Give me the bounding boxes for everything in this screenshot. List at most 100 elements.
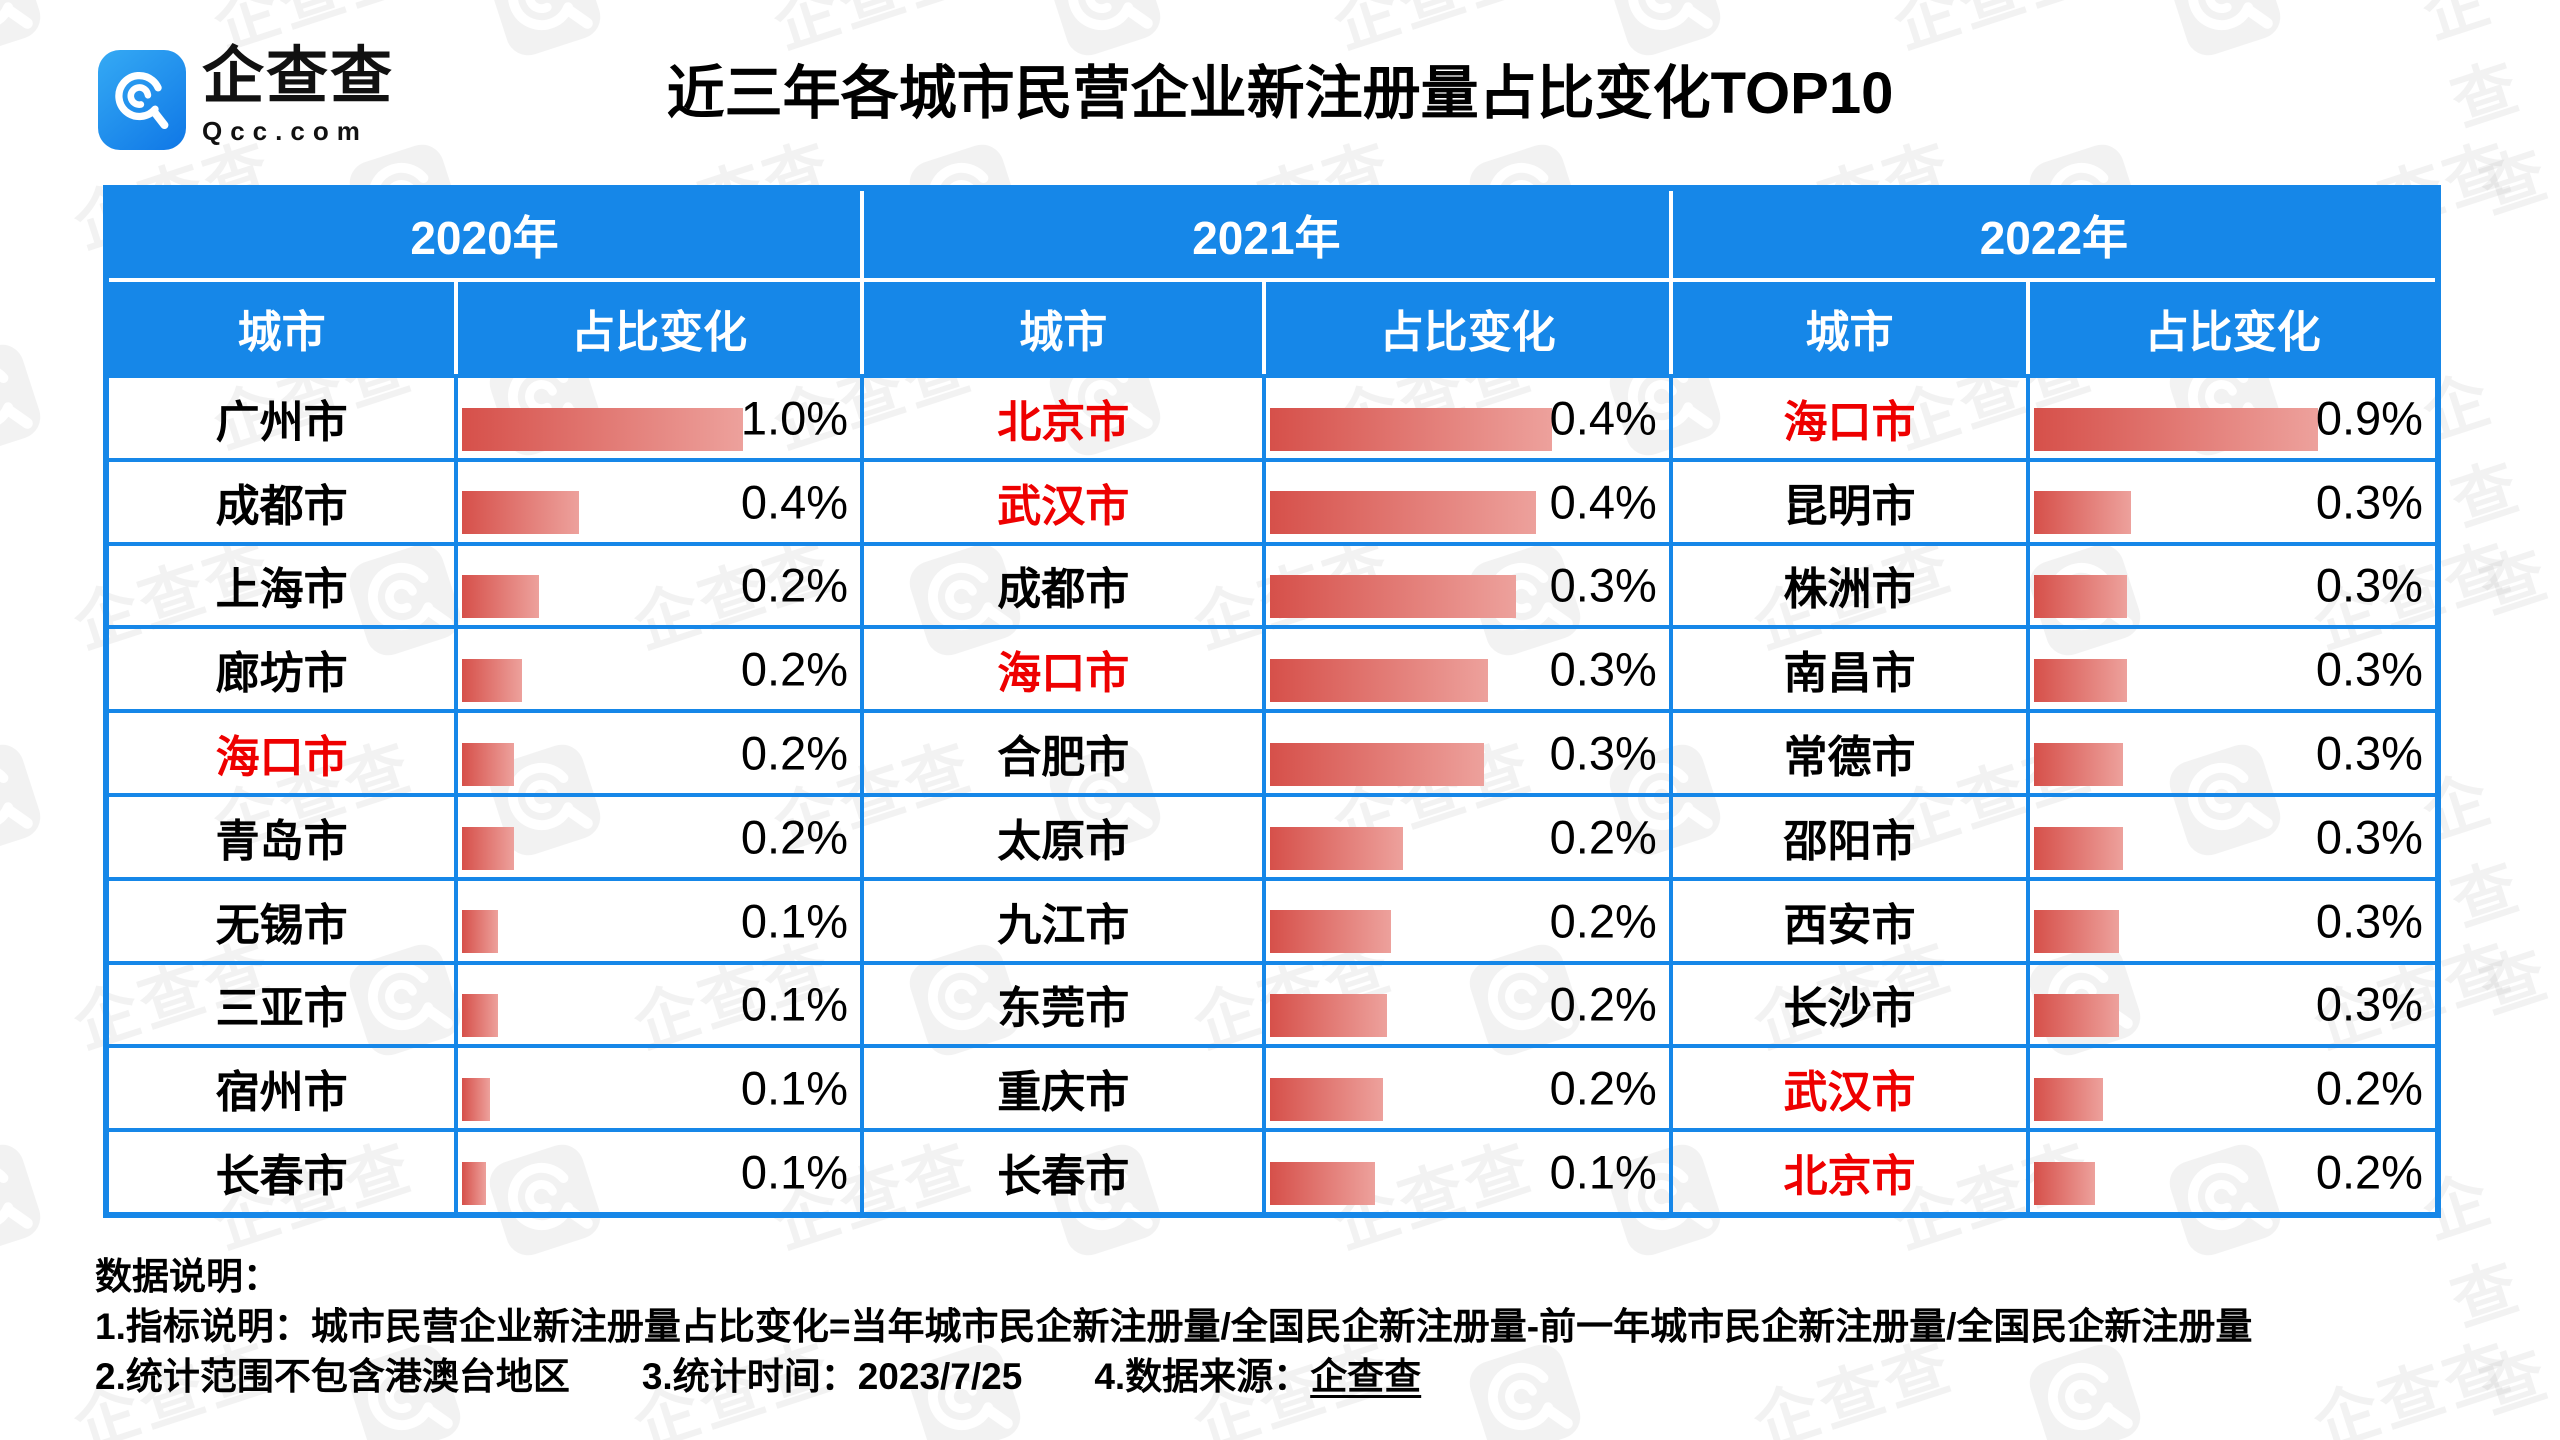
table-row: 合肥市 0.3% <box>864 709 1673 793</box>
change-cell: 0.1% <box>458 1132 860 1212</box>
watermark-icon <box>0 744 41 856</box>
change-cell: 0.2% <box>458 713 860 793</box>
change-cell: 0.2% <box>1266 881 1668 961</box>
year-section-2020: 2020年 城市 占比变化 广州市 1.0% 成都市 0.4% 上海市 0.2%… <box>109 191 865 1212</box>
change-cell: 0.2% <box>1266 797 1668 877</box>
watermark-icon <box>0 1144 41 1256</box>
change-value: 0.1% <box>740 1145 849 1199</box>
city-cell: 株洲市 <box>1673 545 2031 626</box>
page-title: 近三年各城市民营企业新注册量占比变化TOP10 <box>666 61 1894 126</box>
city-cell: 北京市 <box>1673 1132 2031 1212</box>
city-cell: 邵阳市 <box>1673 796 2031 877</box>
change-bar <box>462 658 523 702</box>
table-row: 常德市 0.3% <box>1672 709 2435 793</box>
table-row: 长春市 0.1% <box>109 1128 865 1212</box>
year-header-2021: 2021年 <box>864 191 1673 282</box>
table-row: 南昌市 0.3% <box>1672 625 2435 710</box>
watermark-icon <box>0 344 41 456</box>
city-cell: 太原市 <box>864 796 1267 877</box>
change-bar <box>1270 491 1536 535</box>
table-row: 武汉市 0.4% <box>864 457 1673 542</box>
watermark-icon <box>0 0 41 56</box>
change-value: 0.3% <box>2315 726 2423 780</box>
city-cell: 南昌市 <box>1673 629 2031 710</box>
city-cell: 昆明市 <box>1673 461 2031 542</box>
city-cell: 西安市 <box>1673 880 2031 961</box>
table-row: 成都市 0.3% <box>864 541 1673 626</box>
city-cell: 廊坊市 <box>109 629 459 710</box>
table-row: 廊坊市 0.2% <box>109 625 865 710</box>
change-value: 0.4% <box>1549 475 1657 529</box>
change-bar <box>462 575 539 619</box>
change-cell: 0.3% <box>2030 965 2435 1045</box>
change-value: 0.2% <box>1549 894 1657 948</box>
year-header-2020: 2020年 <box>109 191 865 282</box>
col-header-city: 城市 <box>1673 282 2031 374</box>
change-bar <box>1270 575 1516 619</box>
table-row: 无锡市 0.1% <box>109 876 865 961</box>
rows-container-2020: 广州市 1.0% 成都市 0.4% 上海市 0.2% 廊坊市 0.2% 海口市 … <box>109 374 865 1212</box>
city-cell: 长春市 <box>864 1132 1267 1212</box>
city-cell: 北京市 <box>864 378 1267 458</box>
change-cell: 0.2% <box>2030 1132 2435 1212</box>
table-row: 广州市 1.0% <box>109 374 865 458</box>
table-row: 北京市 0.2% <box>1672 1128 2435 1212</box>
table-row: 成都市 0.4% <box>109 457 865 542</box>
change-bar <box>462 742 515 786</box>
change-value: 0.2% <box>740 726 849 780</box>
change-bar <box>2034 575 2128 619</box>
change-cell: 0.2% <box>458 629 860 709</box>
change-cell: 0.2% <box>1266 1048 1668 1128</box>
note-source-name: 企查查 <box>1310 1356 1422 1397</box>
change-value: 0.2% <box>1549 977 1657 1031</box>
change-value: 0.2% <box>2315 1145 2423 1199</box>
city-cell: 九江市 <box>864 880 1267 961</box>
change-cell: 0.1% <box>458 881 860 961</box>
change-bar <box>2034 407 2318 451</box>
city-cell: 成都市 <box>109 461 459 542</box>
change-cell: 0.2% <box>458 797 860 877</box>
city-cell: 武汉市 <box>1673 1048 2031 1129</box>
change-cell: 0.9% <box>2030 378 2435 458</box>
change-cell: 0.3% <box>2030 546 2435 626</box>
city-cell: 长沙市 <box>1673 964 2031 1045</box>
magnifier-spiral-icon <box>115 71 169 130</box>
table-row: 长沙市 0.3% <box>1672 960 2435 1045</box>
change-value: 0.3% <box>2315 475 2423 529</box>
col-header-city: 城市 <box>864 282 1267 374</box>
col-header-change: 占比变化 <box>571 308 748 357</box>
change-value: 0.9% <box>2315 391 2423 445</box>
change-cell: 0.1% <box>1266 1132 1668 1212</box>
change-bar <box>2034 658 2128 702</box>
top10-table: 2020年 城市 占比变化 广州市 1.0% 成都市 0.4% 上海市 0.2%… <box>103 185 2441 1218</box>
note-meta: 2.统计范围不包含港澳台地区 3.统计时间：2023/7/25 4.数据来源：企查查 <box>95 1352 2475 1402</box>
city-cell: 重庆市 <box>864 1048 1267 1129</box>
city-cell: 广州市 <box>109 378 459 458</box>
table-row: 昆明市 0.3% <box>1672 457 2435 542</box>
city-cell: 青岛市 <box>109 796 459 877</box>
table-row: 青岛市 0.2% <box>109 792 865 877</box>
subheader-row: 城市 占比变化 <box>864 282 1673 374</box>
change-cell: 0.1% <box>458 965 860 1045</box>
change-cell: 0.3% <box>2030 713 2435 793</box>
subheader-row: 城市 占比变化 <box>1672 282 2435 374</box>
change-bar <box>2034 742 2124 786</box>
city-cell: 上海市 <box>109 545 459 626</box>
change-bar <box>2034 910 2120 954</box>
city-cell: 成都市 <box>864 545 1267 626</box>
change-bar <box>462 1161 487 1205</box>
table-row: 重庆市 0.2% <box>864 1044 1673 1129</box>
change-value: 0.3% <box>2315 810 2423 864</box>
notes-heading: 数据说明： <box>95 1256 280 1297</box>
change-value: 0.3% <box>1549 726 1657 780</box>
change-value: 0.1% <box>740 1061 849 1115</box>
city-cell: 常德市 <box>1673 713 2031 793</box>
change-bar <box>462 910 499 954</box>
city-cell: 武汉市 <box>864 461 1267 542</box>
change-value: 0.4% <box>1549 391 1657 445</box>
change-bar <box>1270 407 1553 451</box>
change-bar <box>1270 1077 1384 1121</box>
change-bar <box>2034 1161 2095 1205</box>
year-section-2022: 2022年 城市 占比变化 海口市 0.9% 昆明市 0.3% 株洲市 0.3%… <box>1672 191 2435 1212</box>
